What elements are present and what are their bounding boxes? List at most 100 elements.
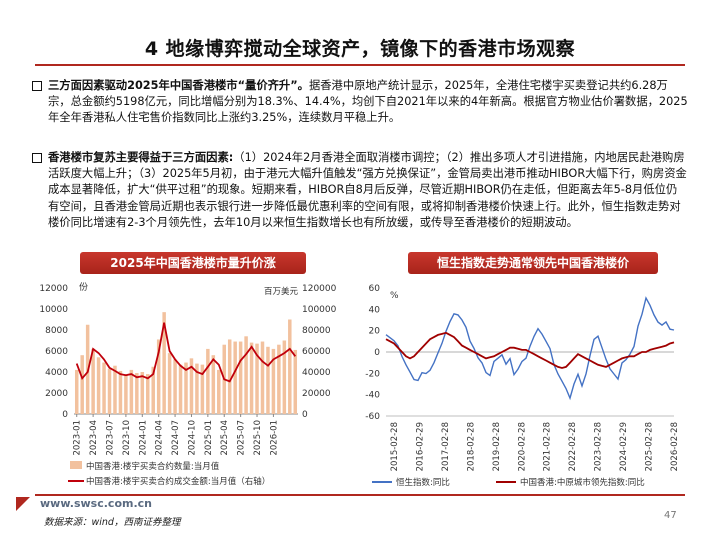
left-axis-unit: 份 [79, 281, 88, 293]
volume-bar [156, 339, 161, 414]
right-tick-label: 20000 [302, 389, 331, 399]
left-chart-banner: 2025年中国香港楼市量升价涨 [80, 252, 306, 274]
left-tick-label: 10000 [39, 305, 68, 315]
volume-bar [255, 343, 259, 414]
right-tick-label: 100000 [302, 305, 337, 315]
volume-bar [184, 362, 188, 414]
volume-bar [266, 346, 270, 414]
right-axis-unit: 百万美元 [264, 286, 299, 297]
x-tick-label: 2020-02-28 [517, 422, 527, 471]
left-tick-label: 2000 [45, 389, 68, 399]
volume-bar [233, 341, 237, 414]
volume-bar [102, 362, 106, 414]
volume-bar [80, 355, 84, 414]
left-tick-label: 6000 [45, 347, 68, 357]
title-underline [35, 64, 685, 66]
volume-bar [288, 319, 292, 414]
x-tick-label: 2025-01 [204, 420, 214, 456]
x-tick-label: 2026-01 [269, 420, 279, 456]
volume-bar [162, 312, 166, 414]
x-tick-label: 2018-02-28 [466, 422, 476, 471]
x-tick-label: 2023-04 [89, 420, 99, 456]
x-tick-label: 2025-07 [237, 420, 247, 456]
right-tick-label: 40000 [302, 368, 331, 378]
x-tick-label: 2023-07 [106, 420, 116, 456]
volume-bar [91, 348, 95, 414]
x-tick-label: 2017-02-28 [441, 422, 451, 471]
volume-bar [118, 370, 123, 414]
left-tick-label: 8000 [45, 326, 68, 336]
volume-bar [151, 366, 155, 414]
bullet-2: 香港楼市复苏主要得益于三方面因素:（1）2024年2月香港全面取消楼市调控；（2… [32, 150, 688, 231]
volume-bar [96, 357, 101, 414]
volume-bar [195, 363, 199, 414]
y-tick-label: 0 [374, 348, 380, 358]
legend-label-line: 中国香港:楼宇买卖合约成交金额:当月值（右轴） [86, 476, 270, 487]
y-tick-label: -20 [365, 369, 380, 379]
x-tick-label: 2016-02-29 [415, 422, 425, 471]
x-tick-label: 2024-10 [187, 420, 197, 456]
volume-bar [167, 353, 172, 414]
x-tick-label: 2015-02-28 [390, 422, 400, 471]
volume-bar [211, 355, 216, 414]
bullet-1-text: 据香港中原地产统计显示，2025年，全港住宅楼宇买卖登记共约6.28万宗，总金额… [48, 79, 688, 125]
x-tick-label: 2026-02-28 [670, 422, 680, 471]
bullet-square-icon [32, 153, 42, 163]
right-tick-label: 120000 [302, 284, 337, 294]
y-axis-unit: % [390, 291, 399, 301]
legend-label-cci: 中国香港:中原城市领先指数:同比 [520, 477, 645, 488]
x-tick-label: 2023-01 [73, 420, 83, 456]
right-tick-label: 60000 [302, 347, 331, 357]
bullet-square-icon [32, 81, 42, 91]
left-tick-label: 4000 [45, 368, 68, 378]
right-tick-label: 0 [302, 410, 308, 420]
legend-label-bars: 中国香港:楼宇买卖合约数量:当月值 [86, 461, 220, 472]
cci-line [385, 331, 675, 369]
volume-bar [74, 369, 79, 414]
footer-rule [35, 494, 685, 496]
x-tick-label: 2025-10 [253, 420, 263, 456]
legend-label-hsi: 恒生指数:同比 [396, 477, 450, 488]
volume-bar [282, 340, 287, 414]
bullet-2-lead: 香港楼市复苏主要得益于三方面因素: [48, 151, 234, 164]
y-tick-label: -60 [365, 412, 380, 422]
x-tick-label: 2025-04 [220, 420, 230, 456]
volume-bar [238, 341, 243, 414]
volume-bar [113, 365, 117, 414]
legend-swatch-bars [70, 461, 82, 469]
x-tick-label: 2021-02-28 [543, 422, 553, 471]
x-tick-label: 2025-02-28 [645, 422, 655, 471]
y-tick-label: -40 [365, 391, 380, 401]
page-number: 47 [664, 510, 677, 521]
volume-bar [206, 348, 210, 414]
x-tick-label: 2023-10 [122, 420, 132, 456]
volume-bar [107, 368, 112, 414]
volume-bar [135, 373, 139, 414]
volume-bar [227, 339, 232, 414]
volume-bar [249, 342, 254, 414]
volume-bar [173, 359, 177, 414]
left-tick-label: 0 [62, 410, 68, 420]
right-chart-banner: 恒生指数走势通常领先中国香港楼价 [408, 252, 658, 274]
left-tick-label: 12000 [39, 284, 68, 294]
volume-bar [200, 364, 205, 414]
y-tick-label: 60 [369, 284, 381, 294]
volume-bar [293, 349, 298, 414]
volume-bar [271, 348, 276, 414]
volume-bar [217, 369, 221, 414]
volume-bar [260, 341, 265, 414]
bullet-2-text: （1）2024年2月香港全面取消楼市调控；（2）推出多项人才引进措施，内地居民赴… [48, 151, 687, 229]
footer-url[interactable]: www.swsc.com.cn [40, 497, 152, 510]
logo-triangle-icon [16, 497, 30, 511]
y-tick-label: 40 [369, 305, 381, 315]
x-tick-label: 2022-02-28 [568, 422, 578, 471]
value-line [75, 322, 297, 383]
volume-bar [244, 336, 248, 414]
volume-bar [189, 358, 194, 414]
x-tick-label: 2023-02-28 [594, 422, 604, 471]
left-chart: 份百万美元12000100008000600040002000012000010… [39, 281, 337, 487]
right-chart: % 60 40 20 0 -20 -40 -60 2015-02-28 2016-02-29 201… [365, 284, 680, 488]
x-tick-label: 2019-02-28 [492, 422, 502, 471]
bullet-1: 三方面因素驱动2025年中国香港楼市“量价齐升”。据香港中原地产统计显示，202… [32, 78, 688, 127]
y-tick-label: 20 [369, 327, 381, 337]
